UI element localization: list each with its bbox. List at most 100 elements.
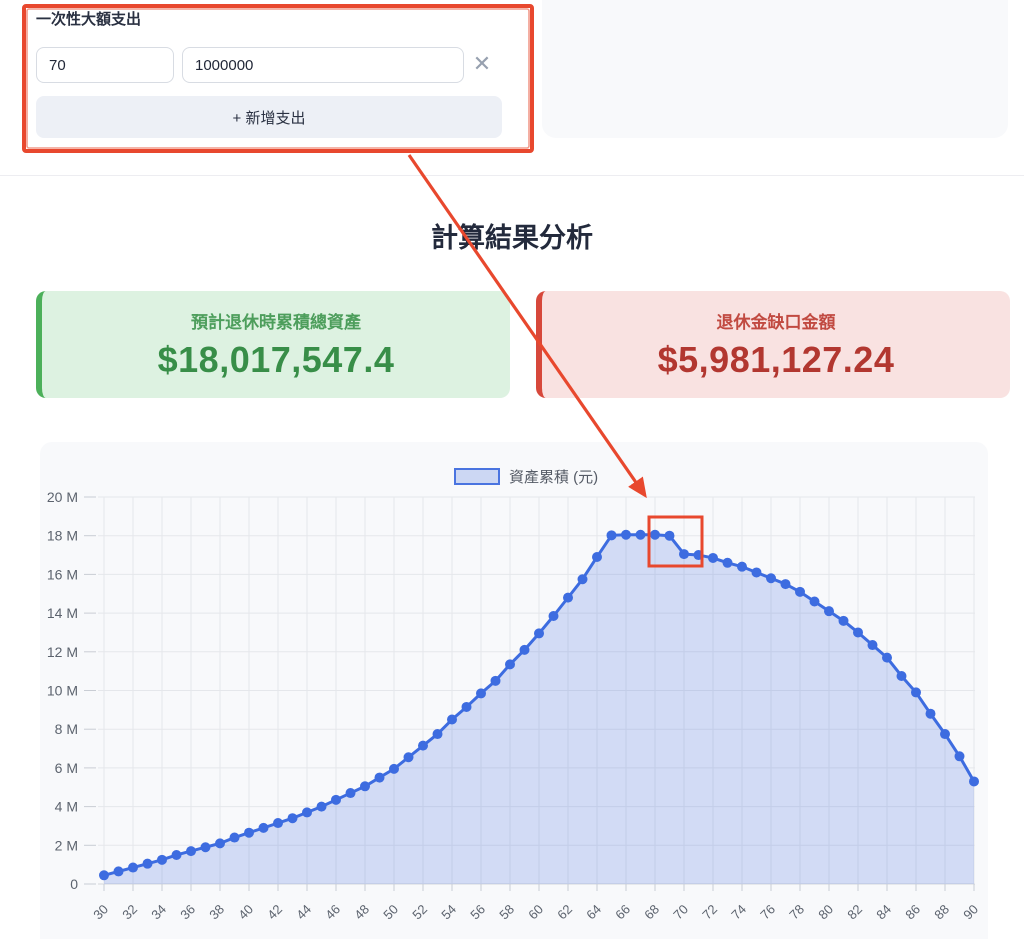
x-tick-label: 42: [264, 902, 285, 923]
data-point[interactable]: [316, 801, 327, 812]
y-tick-label: 16 M: [47, 566, 78, 582]
data-point[interactable]: [548, 611, 559, 622]
data-point[interactable]: [751, 567, 762, 578]
y-tick-label: 14 M: [47, 605, 78, 621]
data-point[interactable]: [925, 708, 936, 719]
x-tick-label: 78: [786, 902, 807, 923]
data-point[interactable]: [374, 772, 385, 783]
data-point[interactable]: [157, 854, 167, 865]
gap-card-value: $5,981,127.24: [657, 339, 895, 380]
data-point[interactable]: [432, 729, 443, 740]
data-point[interactable]: [635, 529, 646, 540]
data-point[interactable]: [824, 606, 834, 617]
data-point[interactable]: [403, 752, 414, 763]
data-point[interactable]: [244, 827, 254, 838]
y-tick-label: 2 M: [55, 837, 78, 853]
data-point[interactable]: [969, 776, 979, 787]
expense-amount-input[interactable]: [182, 47, 464, 83]
x-tick-label: 70: [670, 902, 691, 923]
data-point[interactable]: [737, 561, 747, 572]
data-point[interactable]: [534, 628, 544, 639]
data-point[interactable]: [940, 729, 950, 740]
data-point[interactable]: [128, 862, 138, 873]
x-tick-label: 36: [177, 902, 198, 923]
data-point[interactable]: [838, 615, 849, 626]
data-point[interactable]: [490, 675, 501, 686]
x-tick-label: 80: [815, 902, 836, 923]
remove-expense-icon[interactable]: ✕: [472, 51, 492, 76]
data-point[interactable]: [505, 659, 515, 670]
x-tick-label: 62: [554, 902, 575, 923]
x-tick-label: 32: [119, 902, 140, 923]
data-point[interactable]: [621, 529, 631, 540]
assets-card-value: $18,017,547.4: [157, 339, 395, 380]
data-point[interactable]: [896, 670, 907, 681]
data-point[interactable]: [853, 627, 863, 638]
data-point[interactable]: [113, 866, 124, 877]
x-tick-label: 88: [931, 902, 952, 923]
data-point[interactable]: [99, 870, 109, 881]
add-expense-button[interactable]: + 新增支出: [36, 96, 502, 138]
data-point[interactable]: [287, 813, 298, 824]
data-point[interactable]: [693, 550, 704, 561]
data-point[interactable]: [795, 586, 805, 597]
data-point[interactable]: [809, 596, 820, 607]
data-point[interactable]: [780, 579, 791, 590]
data-point[interactable]: [360, 781, 370, 792]
y-tick-label: 4 M: [55, 799, 78, 815]
x-tick-label: 30: [90, 902, 111, 923]
data-point[interactable]: [766, 573, 776, 584]
data-point[interactable]: [911, 687, 921, 698]
x-tick-label: 84: [873, 902, 894, 923]
chart-legend[interactable]: 資產累積 (元): [454, 466, 598, 487]
y-tick-label: 12 M: [47, 644, 78, 660]
data-point[interactable]: [215, 838, 225, 849]
y-tick-label: 0: [70, 876, 78, 892]
data-point[interactable]: [273, 818, 283, 829]
y-tick-label: 6 M: [55, 760, 78, 776]
data-point[interactable]: [519, 644, 530, 655]
section-divider: [0, 175, 1024, 176]
results-heading: 計算結果分析: [431, 223, 593, 253]
x-tick-label: 34: [148, 902, 169, 923]
data-point[interactable]: [447, 714, 457, 725]
x-tick-label: 76: [757, 902, 778, 923]
x-tick-label: 56: [467, 902, 488, 923]
data-point[interactable]: [200, 842, 211, 853]
data-point[interactable]: [563, 592, 573, 603]
data-point[interactable]: [302, 807, 312, 818]
legend-label: 資產累積 (元): [509, 469, 599, 486]
data-point[interactable]: [722, 557, 733, 568]
data-point[interactable]: [331, 794, 341, 805]
data-point[interactable]: [592, 551, 602, 562]
data-point[interactable]: [186, 846, 196, 857]
data-point[interactable]: [650, 529, 660, 540]
assets-card: 預計退休時累積總資產 $18,017,547.4: [36, 291, 510, 398]
data-point[interactable]: [418, 740, 428, 751]
x-tick-label: 74: [728, 902, 749, 923]
y-tick-label: 8 M: [55, 721, 78, 737]
data-point[interactable]: [867, 640, 878, 651]
data-point[interactable]: [229, 832, 240, 843]
data-point[interactable]: [954, 751, 965, 762]
data-point[interactable]: [171, 849, 182, 860]
gap-card-label: 退休金缺口金額: [716, 313, 836, 332]
x-tick-label: 64: [583, 902, 604, 923]
y-tick-label: 20 M: [47, 489, 78, 505]
data-point[interactable]: [142, 858, 153, 869]
data-point[interactable]: [679, 549, 689, 560]
data-point[interactable]: [258, 822, 269, 833]
area-fill: [104, 534, 974, 884]
data-point[interactable]: [882, 652, 892, 663]
expense-age-input[interactable]: [36, 47, 174, 83]
data-point[interactable]: [708, 552, 718, 563]
data-point[interactable]: [577, 574, 588, 585]
legend-swatch-icon: [454, 468, 500, 485]
x-tick-label: 46: [322, 902, 343, 923]
data-point[interactable]: [664, 530, 675, 541]
data-point[interactable]: [461, 701, 472, 712]
data-point[interactable]: [389, 763, 399, 774]
data-point[interactable]: [345, 788, 356, 799]
data-point[interactable]: [476, 688, 486, 699]
data-point[interactable]: [606, 530, 617, 541]
